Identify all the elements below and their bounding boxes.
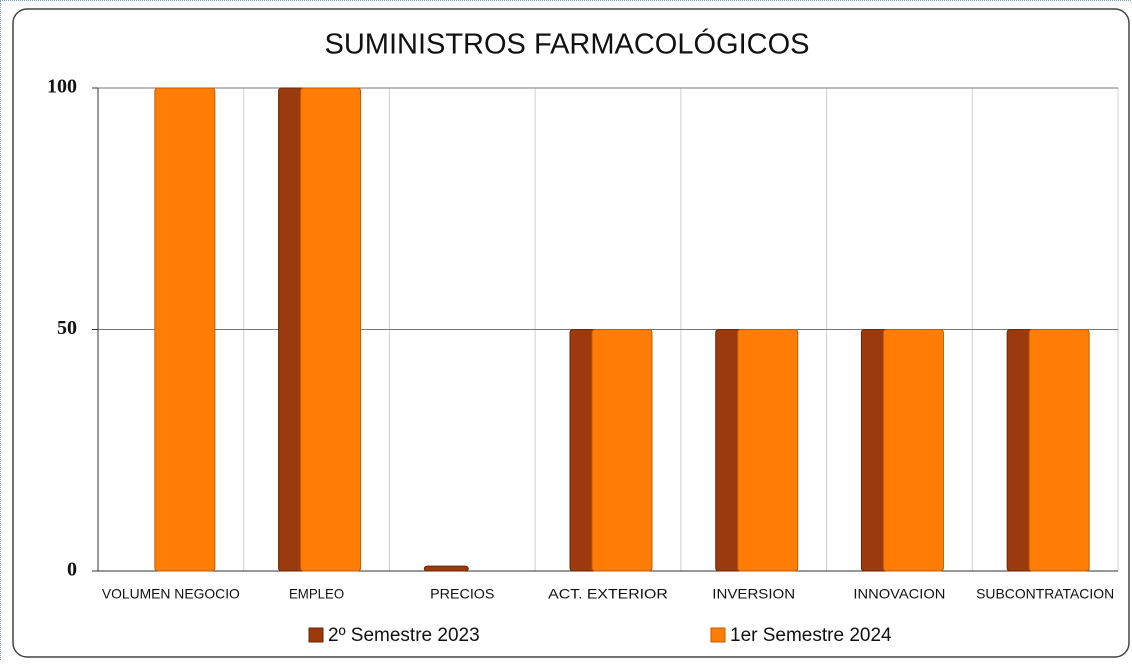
bar bbox=[737, 329, 799, 572]
x-tick-label: EMPLEO bbox=[289, 586, 344, 602]
bar bbox=[1028, 329, 1090, 572]
x-tick-label: VOLUMEN NEGOCIO bbox=[102, 586, 240, 602]
y-tick-label: 100 bbox=[47, 76, 77, 98]
x-tick-label: ACT. EXTERIOR bbox=[548, 586, 668, 602]
bar bbox=[154, 87, 216, 572]
x-tick-label: INVERSION bbox=[712, 586, 795, 602]
bar bbox=[300, 87, 362, 572]
chart-title: SUMINISTROS FARMACOLÓGICOS bbox=[325, 28, 810, 61]
y-tick-label: 50 bbox=[57, 317, 77, 339]
legend-swatch bbox=[308, 627, 324, 643]
bar bbox=[591, 329, 653, 572]
x-tick-label: SUBCONTRATACION bbox=[976, 586, 1114, 602]
legend-label: 2º Semestre 2023 bbox=[328, 625, 480, 646]
legend-swatch bbox=[710, 627, 726, 643]
x-tick-label: PRECIOS bbox=[430, 586, 494, 602]
bar bbox=[423, 565, 469, 572]
bar bbox=[882, 329, 944, 572]
legend-label: 1er Semestre 2024 bbox=[730, 625, 892, 646]
x-tick-label: INNOVACION bbox=[853, 586, 945, 602]
y-tick-label: 0 bbox=[67, 559, 77, 581]
